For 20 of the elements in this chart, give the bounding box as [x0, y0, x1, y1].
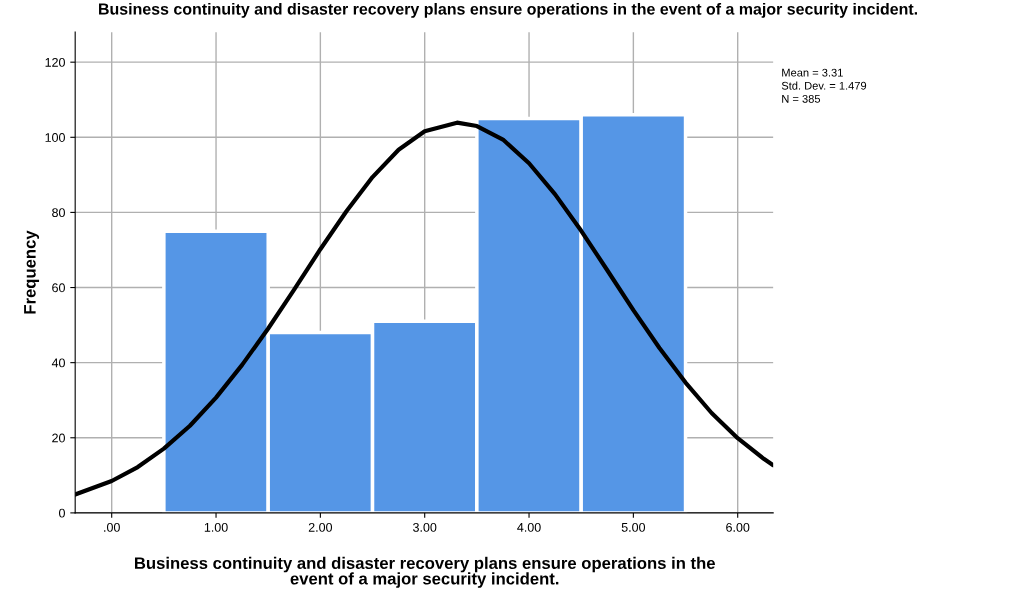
x-tick-label: 5.00: [621, 522, 646, 532]
chart-title: Business continuity and disaster recovery plans ensure operations in the event of a major security incident.: [99, 2, 918, 18]
x-tick-label: 1.00: [204, 522, 228, 532]
x-tick-label: 4.00: [517, 522, 541, 532]
y-tick-label: 80: [52, 208, 65, 218]
y-tick-label: 120: [45, 57, 65, 67]
y-tick-label: 20: [52, 433, 65, 443]
x-axis-title: Business continuity and disaster recovery plans ensure operations in the event of a major security incident.: [135, 556, 715, 588]
text: N = 385: [782, 94, 821, 103]
x-tick-label: 6.00: [726, 522, 750, 532]
x-tick-label: 2.00: [308, 522, 333, 532]
x-tick-label: .00: [104, 522, 120, 532]
text: Std. Dev. = 1.479: [781, 81, 867, 90]
x-tick-label: 3.00: [413, 522, 437, 532]
y-tick-label: 40: [51, 358, 65, 368]
y-tick-label: 60: [52, 283, 65, 293]
y-tick-label: 100: [45, 133, 65, 142]
y-axis-title: Frequency: [24, 230, 40, 314]
y-tick-label: 0: [59, 508, 65, 518]
text: Mean = 3.31: [782, 68, 843, 77]
